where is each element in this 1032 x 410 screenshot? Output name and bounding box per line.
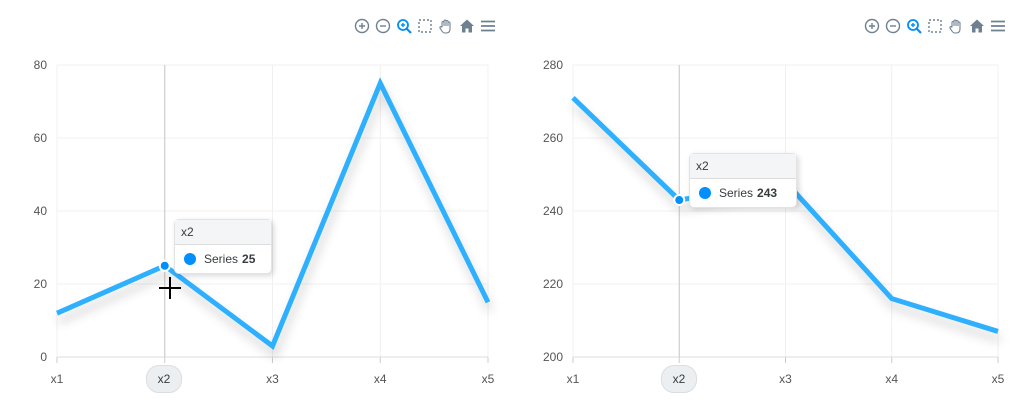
- y-tick-label: 260: [543, 131, 563, 145]
- chart2-tooltip: x2 Series 243: [689, 153, 797, 208]
- x-tick-label: x1: [567, 372, 580, 386]
- crosshair-cursor-icon: [159, 277, 181, 299]
- box-select-icon[interactable]: [417, 18, 433, 34]
- chart2-toolbar: [864, 18, 1006, 34]
- chart1-xaxis-hover-label: x2: [146, 365, 182, 393]
- chart1-toolbar: [354, 18, 496, 34]
- hover-marker: [158, 259, 171, 272]
- y-tick-label: 20: [34, 277, 48, 291]
- selection-zoom-icon[interactable]: [906, 18, 922, 34]
- x-tick-label: x3: [779, 372, 792, 386]
- menu-icon[interactable]: [990, 18, 1006, 34]
- x-tick-label: x4: [885, 372, 898, 386]
- tooltip-value: 25: [242, 252, 256, 266]
- selection-zoom-icon[interactable]: [396, 18, 412, 34]
- y-tick-label: 280: [543, 58, 563, 72]
- y-tick-label: 40: [34, 204, 48, 218]
- x-tick-label: x4: [374, 372, 387, 386]
- series-marker-icon: [699, 187, 711, 199]
- y-tick-label: 240: [543, 204, 563, 218]
- series-marker-icon: [184, 253, 196, 265]
- chart1-tooltip: x2 Series 25: [174, 219, 272, 274]
- series-line: [55, 77, 491, 350]
- home-reset-icon[interactable]: [459, 18, 475, 34]
- zoom-out-icon[interactable]: [885, 18, 901, 34]
- zoom-in-icon[interactable]: [864, 18, 880, 34]
- chart1: 0 20 40 60 80 x1 x3 x4 x5: [34, 58, 495, 386]
- menu-icon[interactable]: [480, 18, 496, 34]
- tooltip-title: x2: [690, 154, 796, 179]
- tooltip-title: x2: [175, 220, 271, 245]
- hover-marker: [673, 194, 686, 207]
- y-tick-label: 220: [543, 277, 563, 291]
- pan-hand-icon[interactable]: [948, 18, 964, 34]
- x-tick-label: x1: [51, 372, 64, 386]
- home-reset-icon[interactable]: [969, 18, 985, 34]
- y-tick-label: 80: [34, 58, 48, 72]
- tooltip-value: 243: [757, 186, 778, 200]
- box-select-icon[interactable]: [927, 18, 943, 34]
- x-tick-label: x3: [266, 372, 279, 386]
- y-tick-label: 60: [34, 131, 48, 145]
- x-tick-label: x5: [482, 372, 495, 386]
- pan-hand-icon[interactable]: [438, 18, 454, 34]
- y-tick-label: 200: [543, 350, 563, 364]
- chart2: 200 220 240 260 280 x1 x3 x4 x5: [543, 58, 1005, 386]
- zoom-out-icon[interactable]: [375, 18, 391, 34]
- tooltip-series: Series: [719, 186, 754, 200]
- zoom-in-icon[interactable]: [354, 18, 370, 34]
- tooltip-series: Series: [204, 252, 239, 266]
- x-tick-label: x5: [992, 372, 1005, 386]
- y-tick-label: 0: [40, 350, 47, 364]
- chart2-xaxis-hover-label: x2: [661, 365, 697, 393]
